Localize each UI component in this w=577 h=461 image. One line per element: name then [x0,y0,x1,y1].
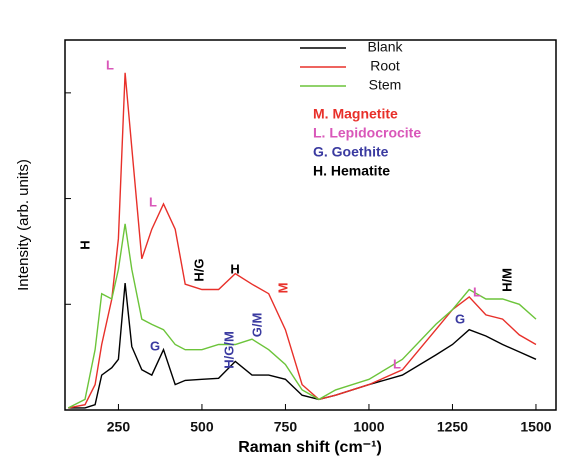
peak-annotation: H/M [499,268,514,292]
peak-annotation: L [473,284,481,299]
peak-annotation: H [77,240,92,249]
x-tick-label: 1500 [520,419,551,435]
x-axis-label: Raman shift (cm⁻¹) [238,439,382,456]
plot-frame [64,39,557,411]
series-line [68,283,537,409]
peak-annotation: H/G [191,258,206,281]
legend-label: Blank [367,39,403,55]
peak-annotation: G/M [249,313,264,338]
legend-label: Root [370,58,400,74]
x-tick-label: 250 [107,419,131,435]
x-tick-label: 1000 [353,419,384,435]
y-axis-label: Intensity (arb. units) [15,159,32,291]
peak-annotation: L [393,356,401,371]
x-tick-label: 750 [274,419,298,435]
series-line [67,223,537,409]
mineral-key: G. Goethite [313,144,389,160]
peak-annotation: L [149,194,157,209]
peak-annotation: L [106,57,114,72]
peak-annotation: M [275,283,290,294]
legend-label: Stem [369,77,402,93]
mineral-key: M. Magnetite [313,106,398,122]
peak-annotation: H/G/M [221,331,236,369]
peak-annotation: G [150,338,160,353]
mineral-key: H. Hematite [313,163,390,179]
mineral-key: L. Lepidocrocite [313,125,421,141]
peak-annotation: G [455,311,465,326]
peak-annotation: H [230,261,239,276]
x-tick-label: 1250 [437,419,468,435]
x-tick-label: 500 [190,419,214,435]
series-line [68,72,537,409]
